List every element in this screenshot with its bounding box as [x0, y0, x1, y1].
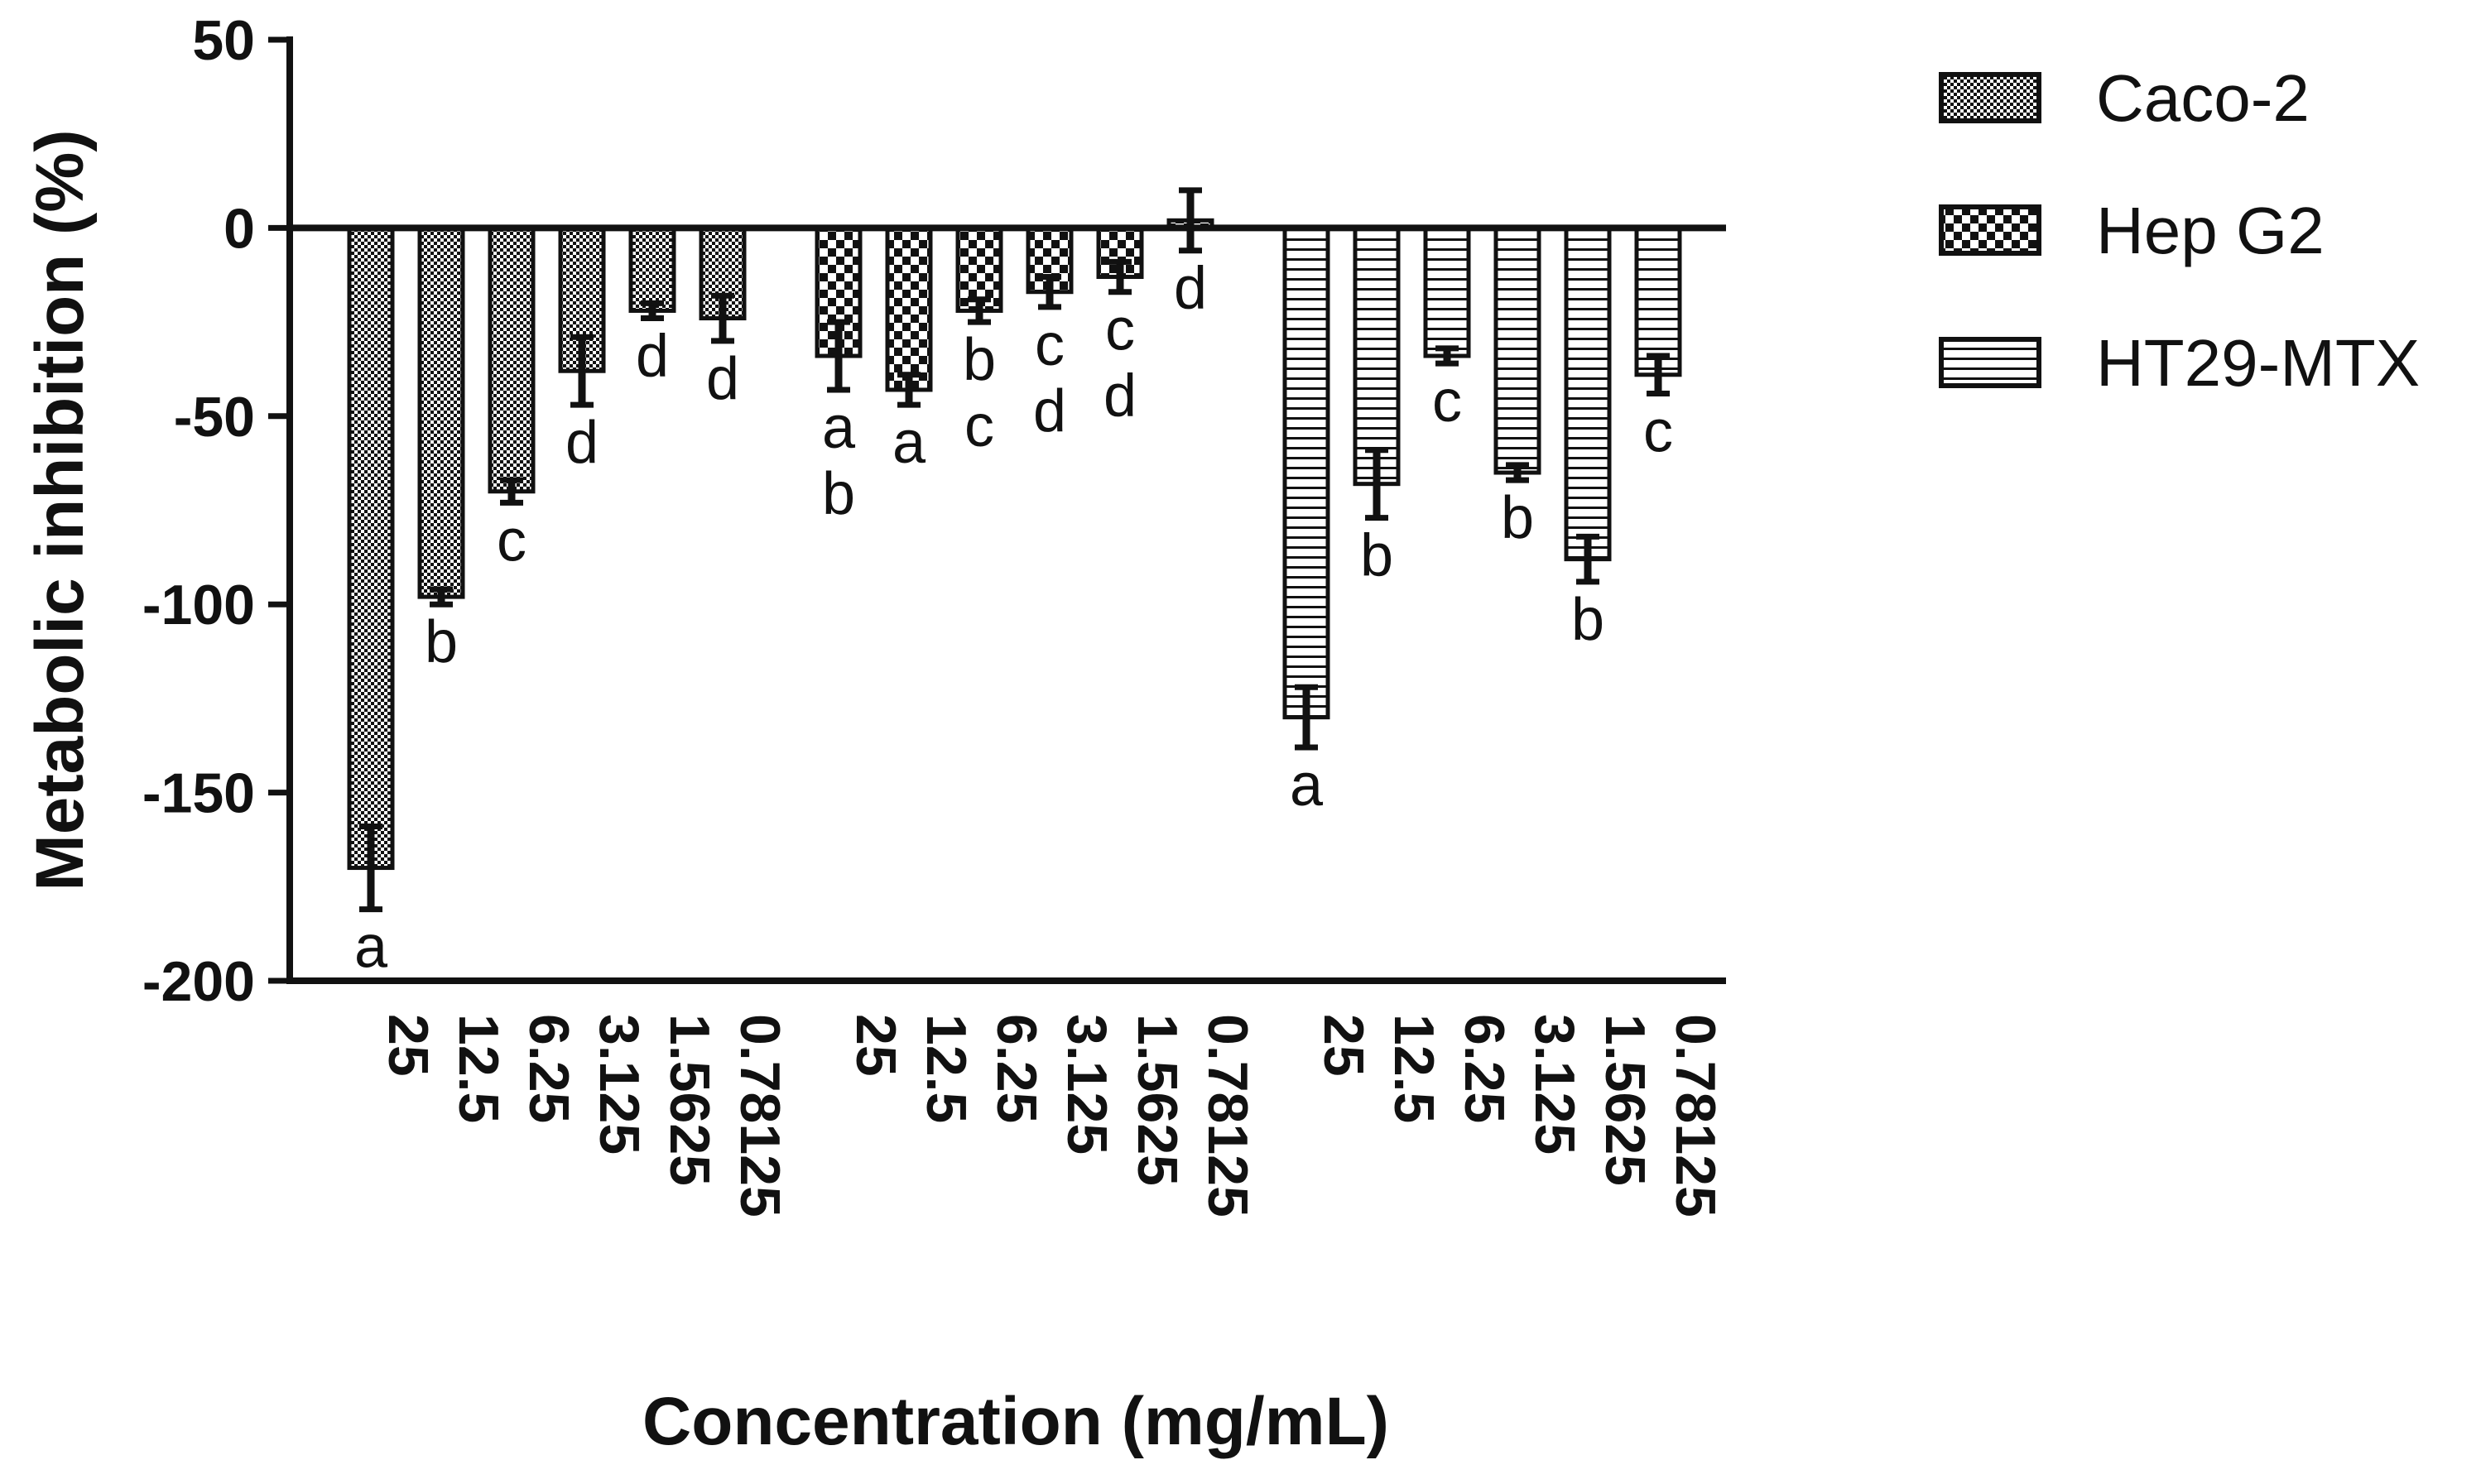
significance-letter: c — [964, 393, 994, 459]
significance-letter: b — [1501, 485, 1534, 551]
significance-letter: d — [1174, 256, 1207, 322]
x-tick-label: 1.5625 — [1594, 1014, 1656, 1186]
significance-letter: c — [1432, 368, 1462, 435]
legend-swatch-hep-g2 — [1939, 204, 2041, 256]
y-axis-title: Metabolic inhibition (%) — [22, 129, 98, 891]
x-tick-label: 6.25 — [517, 1014, 580, 1123]
significance-letter: a — [892, 410, 926, 476]
legend-label-hep-g2: Hep G2 — [2096, 194, 2325, 267]
bar-ht29-mtx-0.78125 — [1634, 225, 1682, 377]
x-tick-label: 3.125 — [588, 1014, 651, 1155]
y-tick-label: -50 — [174, 386, 255, 449]
x-tick-label: 12.5 — [447, 1014, 510, 1123]
x-tick-label: 12.5 — [1382, 1014, 1445, 1123]
significance-letter: c — [1035, 312, 1065, 378]
legend-label-caco-2: Caco-2 — [2096, 61, 2310, 135]
x-tick-label: 25 — [1312, 1014, 1375, 1077]
x-axis-title: Concentration (mg/mL) — [642, 1384, 1389, 1459]
y-tick-label: -200 — [142, 950, 255, 1013]
legend-label-ht29-mtx: HT29-MTX — [2096, 326, 2420, 400]
bar-ht29-mtx-3.125 — [1493, 225, 1541, 475]
x-tick-label: 25 — [377, 1014, 440, 1077]
significance-letter: d — [565, 410, 599, 476]
bar-ht29-mtx-25 — [1282, 225, 1330, 720]
x-tick-label: 6.25 — [1453, 1014, 1516, 1123]
significance-letter: b — [1571, 587, 1604, 653]
bar-caco-2-1.5625 — [628, 225, 676, 313]
x-tick-label: 0.78125 — [728, 1014, 791, 1217]
x-tick-label: 1.5625 — [658, 1014, 721, 1186]
y-tick-label: 50 — [192, 9, 255, 72]
significance-letter: a — [822, 395, 856, 461]
bar-ht29-mtx-6.25 — [1423, 225, 1471, 358]
bar-caco-2-12.5 — [417, 225, 465, 599]
significance-letter: d — [1033, 378, 1066, 444]
significance-letter: b — [1360, 523, 1393, 589]
legend-swatch-caco-2 — [1939, 72, 2041, 123]
x-tick-label: 6.25 — [985, 1014, 1048, 1123]
significance-letter: a — [1290, 752, 1324, 819]
significance-letter: b — [425, 609, 458, 675]
legend-swatch-ht29-mtx — [1939, 337, 2041, 388]
significance-letter: c — [1643, 399, 1673, 465]
significance-letter: c — [497, 507, 526, 574]
y-tick-label: -100 — [142, 574, 255, 636]
bar-caco-2-6.25 — [488, 225, 536, 494]
significance-letter: c — [1105, 297, 1135, 363]
x-tick-label: 25 — [844, 1014, 907, 1077]
significance-letter: d — [706, 346, 739, 412]
y-tick-label: 0 — [224, 197, 255, 260]
x-tick-label: 1.5625 — [1126, 1014, 1189, 1186]
significance-letter: b — [822, 461, 855, 527]
significance-letter: a — [354, 915, 388, 981]
significance-letter: b — [963, 327, 996, 393]
significance-letter: d — [636, 324, 669, 390]
x-tick-label: 0.78125 — [1196, 1014, 1259, 1217]
significance-letter: d — [1103, 363, 1137, 430]
bar-caco-2-25 — [347, 225, 395, 871]
y-tick-label: -150 — [142, 762, 255, 825]
bar-ht29-mtx-12.5 — [1353, 225, 1401, 487]
x-tick-label: 3.125 — [1523, 1014, 1586, 1155]
x-tick-label: 12.5 — [915, 1014, 978, 1123]
x-tick-label: 0.78125 — [1664, 1014, 1727, 1217]
x-tick-label: 3.125 — [1055, 1014, 1118, 1155]
bar-hep-g2-12.5 — [885, 225, 933, 392]
bar-ht29-mtx-1.5625 — [1564, 225, 1612, 562]
